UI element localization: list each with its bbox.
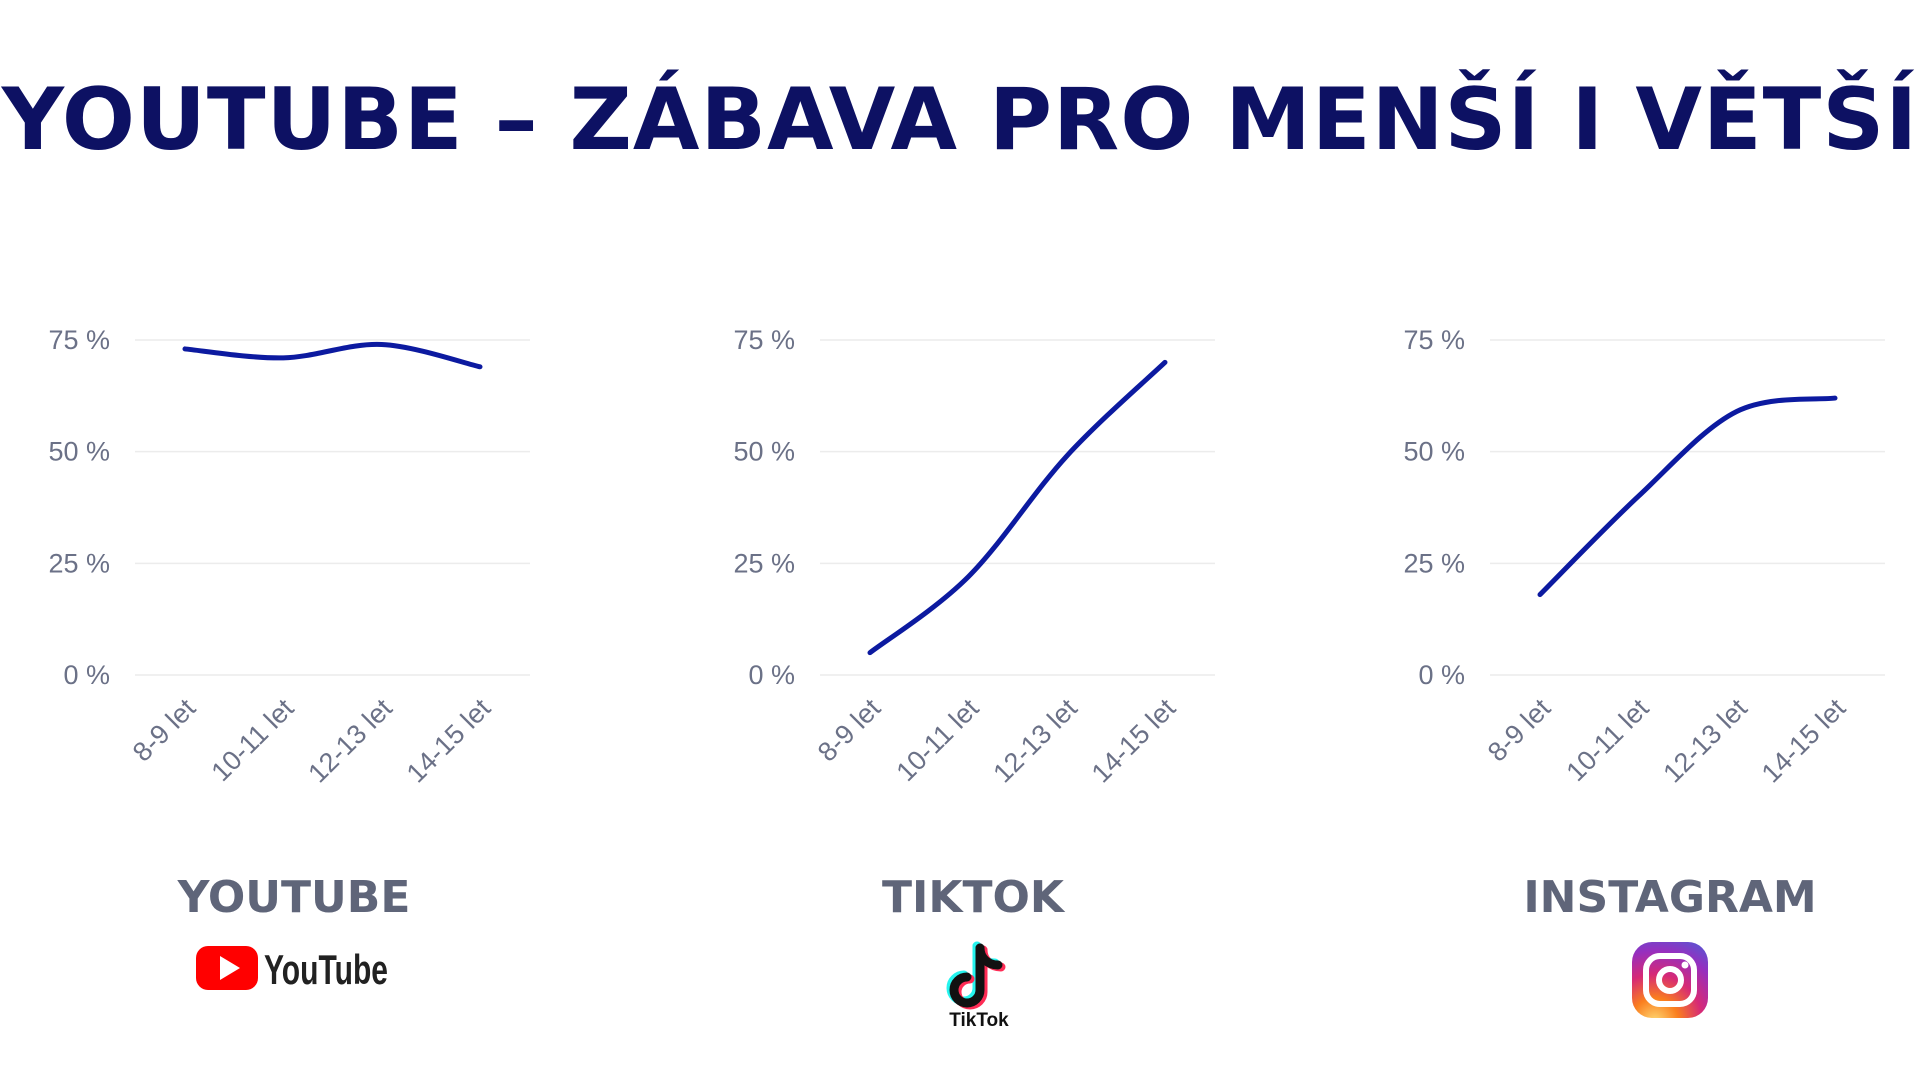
instagram-y-tick-label: 50 % [1403,437,1465,467]
tiktok-y-tick-label: 50 % [733,437,795,467]
instagram-line-chart: 0 % 25 % 50 % 75 % 8-9 let 10-11 let 12-13 let… [1403,325,1885,789]
instagram-panel-title: INSTAGRAM [1523,872,1817,923]
tiktok-line-chart: 0 % 25 % 50 % 75 % 8-9 let 10-11 let 12-13 let… [733,325,1215,789]
youtube-x-tick-label: 8-9 let [127,693,202,768]
tiktok-y-tick-label: 25 % [733,548,795,578]
youtube-panel-title: YOUTUBE [177,872,411,923]
instagram-logo-icon [1630,940,1710,1020]
instagram-y-tick-label: 0 % [1418,660,1465,690]
youtube-y-tick-label: 75 % [48,325,110,355]
youtube-y-tick-label: 25 % [48,548,110,578]
tiktok-series-line [867,359,1168,656]
instagram-x-tick-label: 8-9 let [1482,693,1557,768]
tiktok-chart-panel: 0 % 25 % 50 % 75 % 8-9 let 10-11 let 12-13 let… [725,300,1245,820]
instagram-y-tick-label: 75 % [1403,325,1465,355]
youtube-chart-panel: 0 % 25 % 50 % 75 % 8-9 let 10-11 let 12-13 let… [40,300,560,820]
tiktok-logo-icon: TikTok [940,940,1020,1030]
tiktok-x-tick-label: 12-13 let [987,693,1083,789]
youtube-x-tick-label: 10-11 let [205,693,299,787]
instagram-y-tick-label: 25 % [1403,548,1465,578]
instagram-x-tick-label: 14-15 let [1756,693,1852,789]
tiktok-panel-title: TIKTOK [882,872,1064,923]
youtube-y-tick-label: 0 % [63,660,110,690]
youtube-logo-icon: YouTube [196,940,396,996]
youtube-x-tick-label: 14-15 let [401,693,497,789]
instagram-chart-panel: 0 % 25 % 50 % 75 % 8-9 let 10-11 let 12-13 let… [1395,300,1915,820]
youtube-x-tick-label: 12-13 let [302,693,398,789]
youtube-logo-text: YouTube [264,946,388,993]
instagram-x-tick-label: 12-13 let [1657,693,1753,789]
youtube-y-tick-label: 50 % [48,437,110,467]
tiktok-logo-text: TikTok [949,1010,1009,1030]
instagram-series-line [1537,395,1838,598]
tiktok-y-tick-label: 0 % [748,660,795,690]
tiktok-x-tick-label: 8-9 let [812,693,887,768]
youtube-line-chart: 0 % 25 % 50 % 75 % 8-9 let 10-11 let 12-13 let… [48,325,530,789]
page-title: YOUTUBE – ZÁBAVA PRO MENŠÍ I VĚTŠÍ [1,70,1919,170]
tiktok-x-tick-label: 14-15 let [1086,693,1182,789]
tiktok-x-tick-label: 10-11 let [890,693,984,787]
tiktok-y-tick-label: 75 % [733,325,795,355]
youtube-series-line [182,341,483,370]
instagram-x-tick-label: 10-11 let [1560,693,1654,787]
